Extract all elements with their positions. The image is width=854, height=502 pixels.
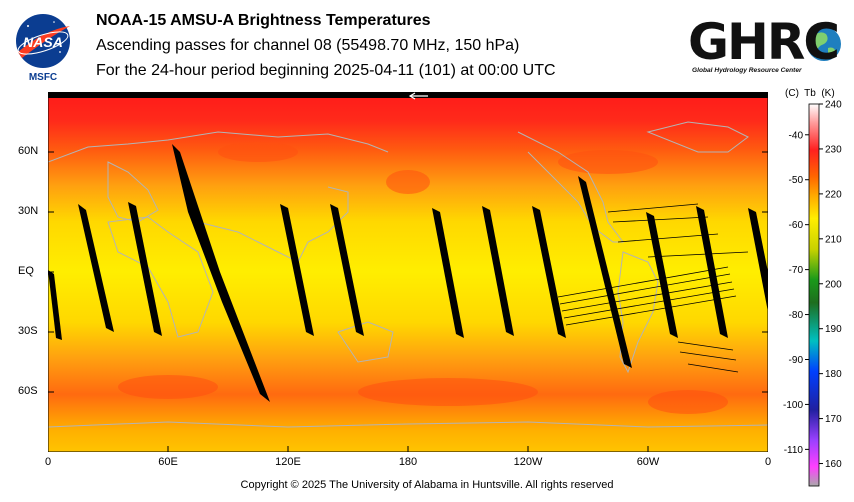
missing-data-swath — [330, 204, 364, 336]
celsius-tick-label: -60 — [789, 220, 804, 231]
kelvin-tick-label: 190 — [825, 324, 842, 335]
missing-data-swath — [280, 204, 314, 336]
temperature-anomalies — [118, 142, 728, 414]
latitude-label: EQ — [18, 265, 34, 277]
nasa-logo-text: NASA — [23, 34, 63, 50]
kelvin-tick-label: 240 — [825, 100, 842, 111]
coastlines — [48, 121, 768, 428]
longitude-label: 60E — [158, 456, 178, 468]
top-nodata-band — [48, 92, 768, 98]
missing-data-swath — [532, 206, 566, 338]
longitude-label: 120W — [513, 456, 543, 468]
missing-data-swath — [696, 206, 728, 338]
missing-data-swath — [78, 204, 114, 332]
celsius-tick-label: -80 — [789, 310, 804, 321]
missing-data-swath — [48, 270, 62, 340]
map-period: For the 24-hour period beginning 2025-04… — [96, 62, 556, 79]
map-ticks — [48, 151, 768, 452]
latitude-label: 60S — [18, 385, 38, 397]
colorbar-ticks: 240 230 220 210 200 190 180 170 160 -40 -50 -60 -70 -… — [783, 100, 842, 471]
kelvin-tick-label: 220 — [825, 189, 842, 200]
left-arrow-icon — [408, 92, 428, 100]
latitude-label: 30N — [18, 205, 39, 217]
celsius-tick-label: -40 — [789, 130, 804, 141]
missing-data-swath — [482, 206, 514, 336]
missing-data-swath — [172, 144, 270, 402]
brightness-temperature-map — [48, 92, 768, 452]
kelvin-tick-label: 200 — [825, 279, 842, 290]
colorbar-unit-tb: Tb — [804, 88, 816, 99]
kelvin-tick-label: 210 — [825, 234, 842, 245]
celsius-tick-label: -50 — [789, 175, 804, 186]
ghrc-logo-text: GHRC — [688, 13, 838, 71]
kelvin-tick-label: 160 — [825, 459, 842, 470]
kelvin-tick-label: 180 — [825, 369, 842, 380]
latitude-label: 30S — [18, 325, 38, 337]
missing-data-swath — [646, 212, 678, 338]
missing-data-swath — [578, 176, 632, 368]
ghrc-logo: GHRC Global Hydrology Resource Center — [688, 13, 841, 74]
missing-data-swath — [748, 208, 768, 312]
colorbar-unit-celsius: (C) — [785, 88, 799, 99]
colorbar: (C) Tb (K) 240 230 220 210 200 190 180 170 160 -4… — [783, 88, 842, 487]
celsius-tick-label: -110 — [784, 445, 804, 456]
celsius-tick-label: -100 — [783, 400, 803, 411]
longitude-label: 180 — [398, 456, 418, 468]
missing-data-swath — [128, 202, 162, 336]
nasa-logo-caption: MSFC — [29, 72, 57, 82]
colorbar-unit-kelvin: (K) — [821, 88, 834, 99]
swath-dropout-lines — [557, 203, 749, 373]
celsius-tick-label: -90 — [789, 355, 804, 366]
kelvin-tick-label: 170 — [825, 414, 842, 425]
longitude-label: 0 — [764, 456, 772, 468]
missing-data-swaths — [48, 144, 768, 402]
longitude-label: 60W — [636, 456, 660, 468]
longitude-label: 0 — [44, 456, 52, 468]
latitude-label: 60N — [18, 145, 39, 157]
copyright-notice: Copyright © 2025 The University of Alaba… — [240, 479, 614, 491]
ghrc-logo-caption: Global Hydrology Resource Center — [692, 67, 802, 74]
longitude-label: 120E — [275, 456, 301, 468]
missing-data-swath — [432, 208, 464, 338]
nasa-logo: NASA MSFC — [16, 14, 70, 82]
colorbar-gradient — [808, 103, 820, 487]
celsius-tick-label: -70 — [789, 265, 804, 276]
kelvin-tick-label: 230 — [825, 144, 842, 155]
map-title: NOAA-15 AMSU-A Brightness Temperatures — [96, 12, 431, 29]
map-subtitle: Ascending passes for channel 08 (55498.7… — [96, 37, 520, 54]
